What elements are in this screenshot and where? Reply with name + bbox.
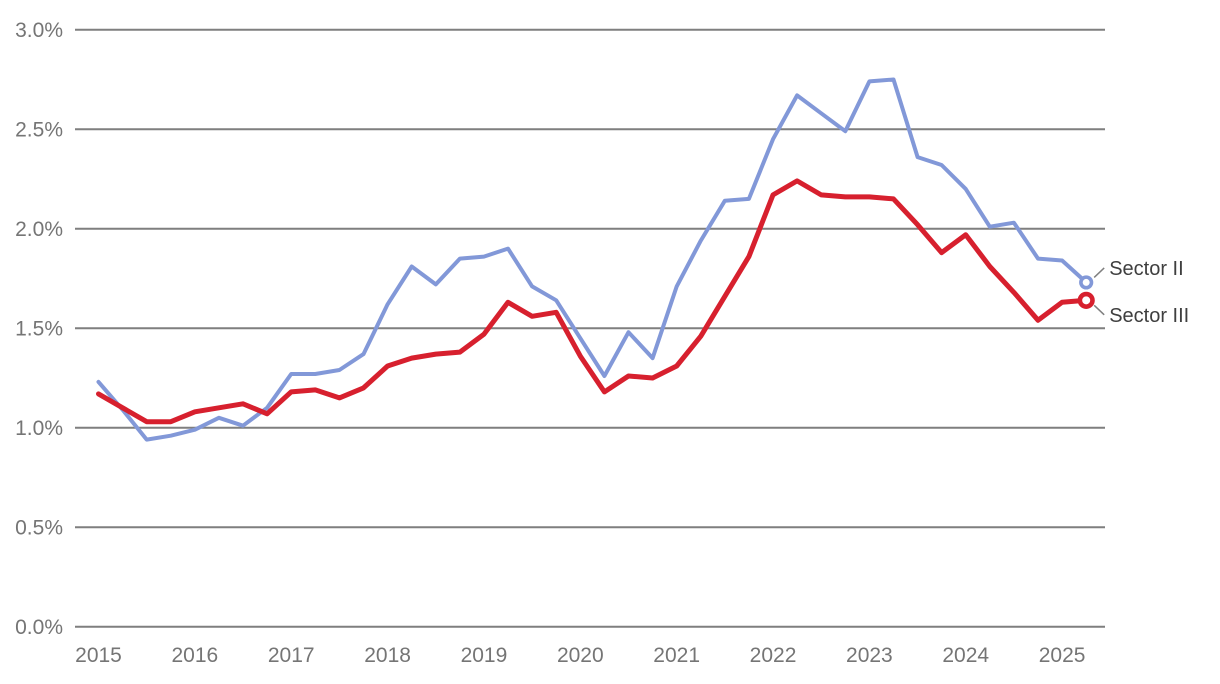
x-axis-tick-label: 2020 — [557, 644, 604, 667]
x-axis-tick-label: 2015 — [75, 644, 122, 667]
label-leader-line — [1093, 304, 1105, 316]
series-line-sector-ii — [96, 77, 1089, 442]
x-axis-tick-label: 2018 — [364, 644, 411, 667]
y-axis-tick-label: 2.0% — [15, 218, 63, 241]
y-axis-tick-label: 3.0% — [15, 19, 63, 42]
x-axis-tick-label: 2024 — [942, 644, 989, 667]
label-leader-line — [1093, 267, 1105, 278]
y-axis-tick-label: 0.0% — [15, 616, 63, 639]
end-point-marker — [1079, 275, 1094, 290]
y-axis-tick-label: 1.0% — [15, 417, 63, 440]
x-axis-tick-label: 2022 — [750, 644, 797, 667]
y-axis-tick-label: 2.5% — [15, 119, 63, 142]
x-axis-tick-label: 2025 — [1039, 644, 1086, 667]
end-point-marker — [1077, 291, 1095, 309]
x-axis-tick-label: 2016 — [172, 644, 219, 667]
y-axis-tick-label: 0.5% — [15, 517, 63, 540]
series-label-sector-ii: Sector II — [1109, 258, 1183, 280]
series-line-sector-iii — [96, 178, 1089, 425]
x-axis-tick-label: 2023 — [846, 644, 893, 667]
y-axis-tick-label: 1.5% — [15, 318, 63, 341]
series-label-sector-iii: Sector III — [1109, 305, 1189, 327]
x-axis-tick-label: 2021 — [653, 644, 700, 667]
x-axis-tick-label: 2019 — [461, 644, 508, 667]
x-axis-tick-label: 2017 — [268, 644, 315, 667]
